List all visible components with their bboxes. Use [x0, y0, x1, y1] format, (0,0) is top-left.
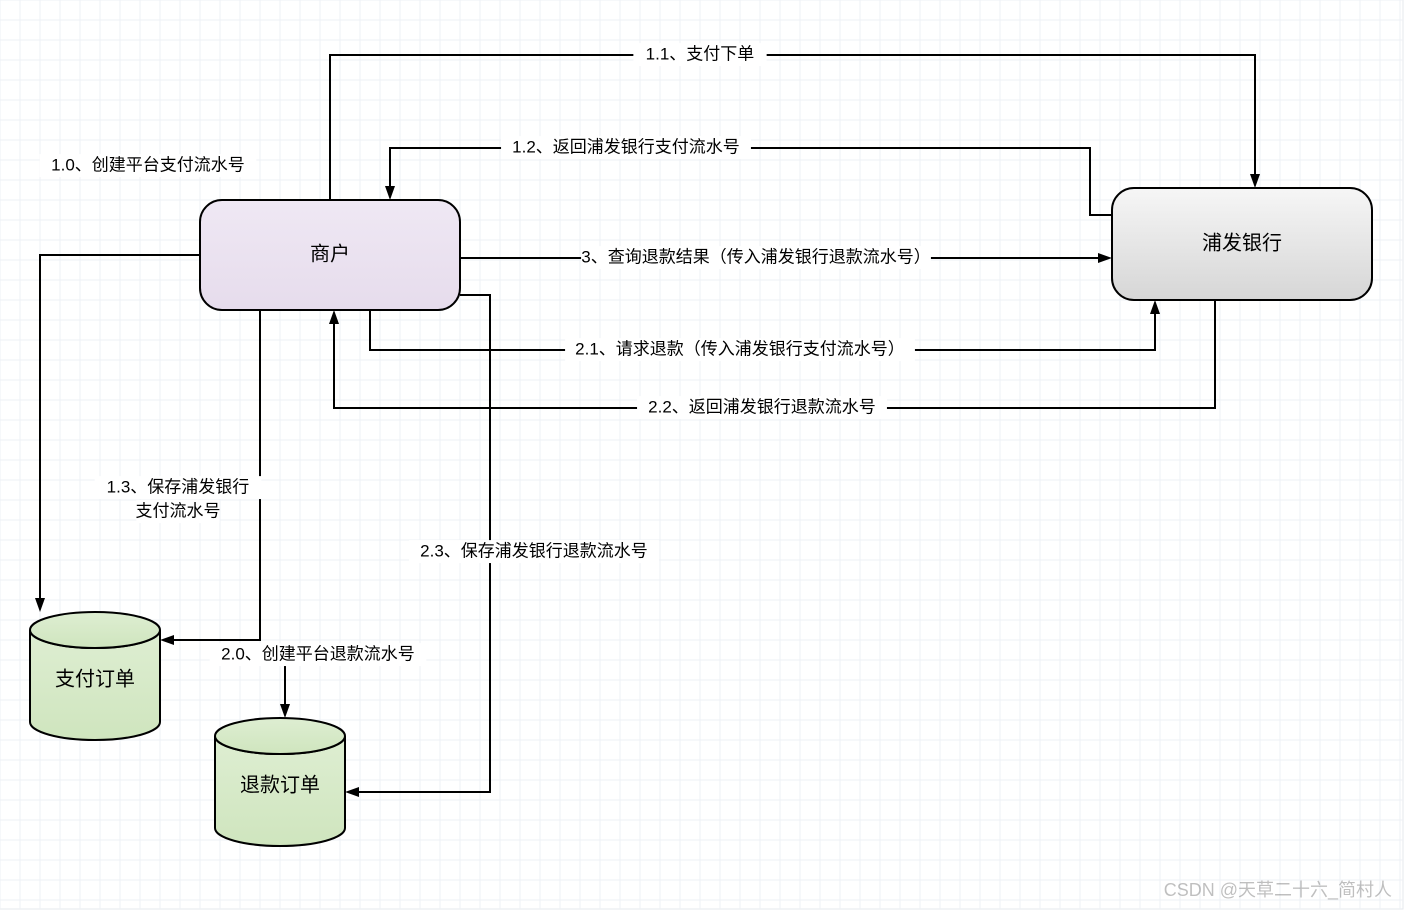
edge-label-e3: 3、查询退款结果（传入浦发银行退款流水号）: [581, 247, 930, 266]
node-merchant: 商户: [200, 200, 460, 310]
edge-label-e21: 2.1、请求退款（传入浦发银行支付流水号）: [575, 339, 905, 358]
node-label-bank: 浦发银行: [1202, 231, 1282, 254]
watermark: CSDN @天草二十六_简村人: [1164, 876, 1392, 902]
edge-label-e11: 1.1、支付下单: [646, 44, 755, 63]
node-label-refund_order: 退款订单: [240, 773, 320, 796]
edge-label-e10: 1.0、创建平台支付流水号: [51, 155, 245, 174]
flowchart-canvas: 1.0、创建平台支付流水号 1.1、支付下单 1.2、返回浦发银行支付流水号 1.3、…: [0, 0, 1404, 910]
edge-label-e20: 2.0、创建平台退款流水号: [221, 644, 415, 663]
node-label-merchant: 商户: [310, 242, 350, 265]
node-pay_order: 支付订单: [30, 612, 160, 740]
edge-label-e13: 1.3、保存浦发银行: [107, 477, 250, 496]
edge-label2-e13: 支付流水号: [136, 501, 221, 520]
node-label-pay_order: 支付订单: [55, 667, 135, 690]
edge-label-e23: 2.3、保存浦发银行退款流水号: [420, 541, 648, 560]
node-refund_order: 退款订单: [215, 718, 345, 846]
edge-label-e22: 2.2、返回浦发银行退款流水号: [648, 397, 876, 416]
node-bank: 浦发银行: [1112, 188, 1372, 300]
edge-label-e12: 1.2、返回浦发银行支付流水号: [512, 137, 740, 156]
